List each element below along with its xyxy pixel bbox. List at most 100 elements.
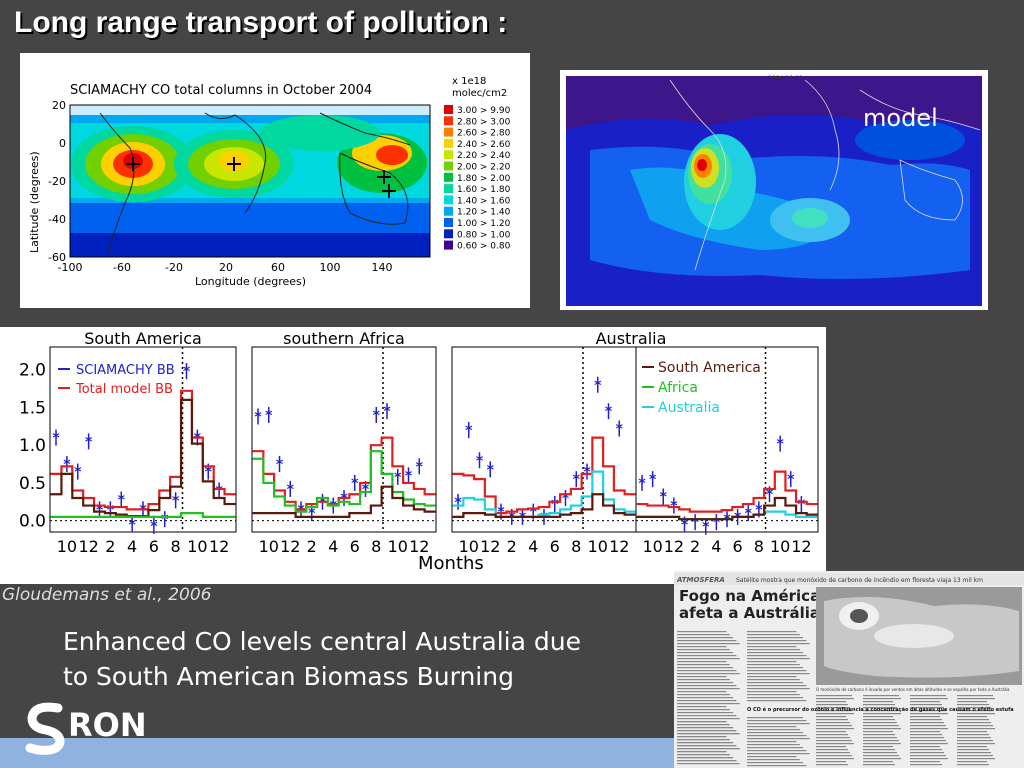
- newspaper-box-title: O CO é o precursor do ozônio e influenci…: [747, 706, 1014, 713]
- sciamachy-point: *: [308, 506, 316, 522]
- sciamachy-point: *: [487, 462, 495, 478]
- marker-australia-1: [377, 170, 391, 184]
- conclusion-text: Enhanced CO levels central Australia due…: [63, 624, 581, 694]
- legend-label: Australia: [658, 400, 720, 416]
- x-tick-label: 6: [550, 537, 560, 556]
- citation: Gloudemans et al., 2006: [2, 585, 212, 605]
- x-tick-label: 12: [480, 537, 500, 556]
- coastlines: [99, 112, 411, 254]
- conclusion-line1: Enhanced CO levels central Australia due: [63, 627, 581, 656]
- legend-label: 1.20 > 1.40: [457, 208, 511, 218]
- unit-line1: x 1e18: [452, 76, 486, 87]
- legend-label: 1.00 > 1.20: [457, 219, 511, 229]
- x-tick-label: 10: [770, 537, 790, 556]
- y-tick-label: 0.5: [19, 474, 46, 494]
- x-tick-label: 2: [105, 537, 115, 556]
- series-line: [252, 450, 436, 513]
- lat-tick: 20: [52, 99, 66, 112]
- panel-title: South America: [84, 329, 202, 348]
- sciamachy-point: *: [713, 515, 721, 531]
- legend-swatch: [444, 127, 453, 137]
- co-heatmap: [70, 105, 430, 257]
- x-tick-label: 10: [388, 537, 408, 556]
- x-tick-label: 12: [609, 537, 629, 556]
- model-label: model: [863, 104, 938, 132]
- series-line: [452, 436, 636, 515]
- sciamachy-map-panel: SCIAMACHY CO total columns in October 20…: [20, 53, 530, 308]
- sciamachy-point: *: [551, 497, 559, 513]
- series-line: [636, 470, 818, 513]
- x-tick-label: 10: [259, 537, 279, 556]
- sciamachy-point: *: [594, 378, 602, 394]
- sciamachy-point: *: [616, 422, 624, 438]
- legend-label: 1.40 > 1.60: [457, 196, 511, 206]
- legend-swatch: [444, 218, 453, 227]
- series-line: [50, 398, 236, 518]
- sciamachy-point: *: [605, 404, 613, 420]
- y-tick-label: 1.5: [19, 398, 46, 418]
- x-tick-label: 8: [171, 537, 181, 556]
- longitude-label: Longitude (degrees): [195, 275, 306, 288]
- sciamachy-point: *: [394, 470, 402, 486]
- sciamachy-point: *: [583, 465, 591, 481]
- legend-label: 2.20 > 2.40: [457, 151, 511, 161]
- lon-tick: 100: [320, 261, 341, 274]
- lat-tick: -20: [48, 175, 66, 188]
- newspaper-headline-line2: afeta a Austrália: [679, 604, 820, 622]
- sciamachy-point: *: [562, 491, 570, 507]
- newspaper-kicker: Satélite mostra que monóxido de carbono …: [736, 577, 983, 584]
- model-map-panel: 2004-10-11 model: [560, 70, 988, 310]
- sciamachy-point: *: [649, 472, 657, 488]
- x-tick-label: 2: [307, 537, 317, 556]
- model-map-header: 2004-10-11: [768, 75, 803, 82]
- conclusion-line2: to South American Biomass Burning: [63, 662, 514, 691]
- x-tick-label: 8: [371, 537, 381, 556]
- sron-logo: RON: [24, 696, 184, 756]
- series-line: [50, 389, 236, 511]
- legend-label: SCIAMACHY BB: [76, 363, 175, 378]
- marker-africa: [227, 157, 241, 171]
- sciamachy-point: *: [85, 434, 93, 450]
- sciamachy-point: *: [776, 437, 784, 453]
- legend-label: South America: [658, 360, 761, 376]
- sciamachy-point: *: [681, 517, 689, 533]
- timeseries-chart: ** *** ***** ******* **** ** * ** ** ** ******* * * *…: [19, 329, 819, 574]
- panel-frame: [251, 346, 437, 533]
- sciamachy-point: *: [787, 472, 795, 488]
- lat-tick: -60: [48, 251, 66, 264]
- sciamachy-point: *: [118, 493, 126, 509]
- x-tick-label: 6: [733, 537, 743, 556]
- sciamachy-point: *: [465, 423, 473, 439]
- sciamachy-point: *: [276, 457, 284, 473]
- marker-australia-2: [382, 184, 396, 198]
- sciamachy-point: *: [530, 505, 538, 521]
- x-tick-label: 4: [328, 537, 338, 556]
- legend-label: 1.60 > 1.80: [457, 185, 511, 195]
- x-tick-label: 2: [507, 537, 517, 556]
- sciamachy-point: *: [96, 502, 104, 518]
- sciamachy-point: *: [638, 476, 646, 492]
- legend-swatch: [444, 240, 453, 250]
- x-tick-label: 10: [57, 537, 77, 556]
- sciamachy-point: *: [287, 482, 295, 498]
- x-tick-label: 10: [588, 537, 608, 556]
- series-line: [50, 512, 236, 518]
- x-tick-label: 12: [78, 537, 98, 556]
- sciamachy-point: *: [183, 364, 191, 380]
- sciamachy-point: *: [205, 465, 213, 481]
- timeseries-panel: * * * * * * * * * * * * * * * * * * * * * * * * * * * * * * * * * * * * * * * *…: [0, 327, 826, 584]
- lon-tick: -20: [165, 261, 183, 274]
- footer-band: [0, 738, 680, 768]
- sciamachy-point: *: [150, 519, 158, 535]
- color-scale-legend: 3.00 > 9.902.80 > 3.00 2.60 > 2.802.40 > …: [444, 105, 511, 252]
- sciamachy-point: *: [702, 520, 710, 536]
- x-tick-label: 10: [459, 537, 479, 556]
- legend-swatch: [444, 172, 453, 182]
- x-tick-label: 12: [664, 537, 684, 556]
- x-tick-label: 6: [149, 537, 159, 556]
- panel-frame: [635, 346, 819, 533]
- sciamachy-point: *: [416, 459, 424, 475]
- sciamachy-point: *: [215, 483, 223, 499]
- legend-label: 2.60 > 2.80: [457, 129, 511, 139]
- sciamachy-point: *: [573, 472, 581, 488]
